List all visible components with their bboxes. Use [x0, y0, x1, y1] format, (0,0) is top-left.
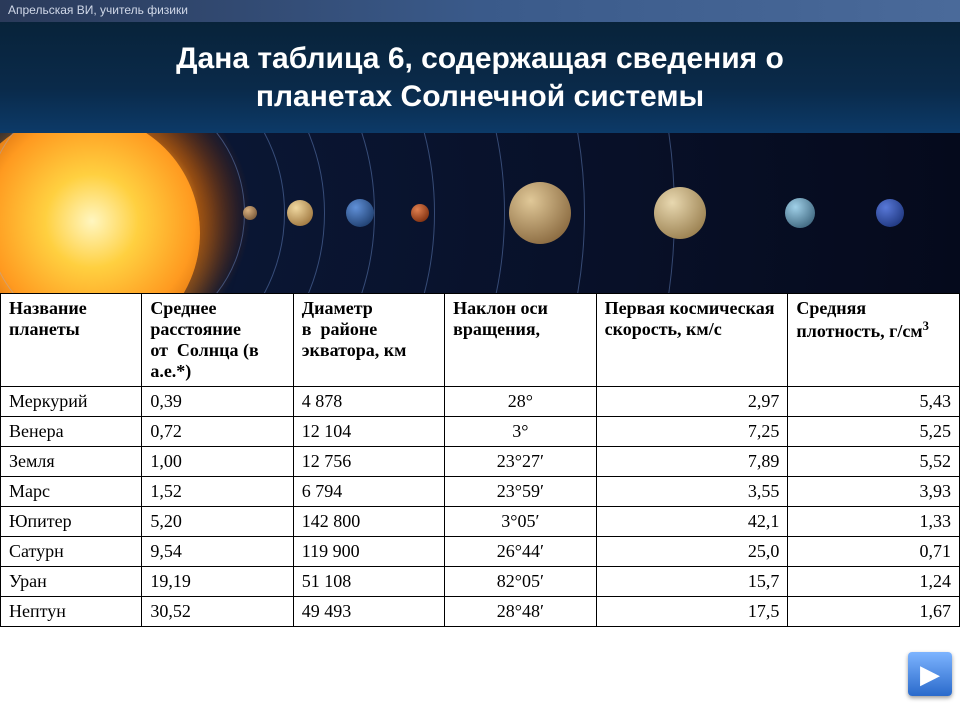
- cell-diam: 49 493: [293, 597, 444, 627]
- cell-esc: 17,5: [596, 597, 788, 627]
- cell-name: Венера: [1, 417, 142, 447]
- cell-tilt: 23°27′: [445, 447, 596, 477]
- cell-esc: 25,0: [596, 537, 788, 567]
- cell-dens: 5,25: [788, 417, 960, 447]
- table-row: Меркурий0,394 87828°2,975,43: [1, 387, 960, 417]
- cell-dens: 1,24: [788, 567, 960, 597]
- next-button[interactable]: ▶: [908, 652, 952, 696]
- planet: [287, 200, 313, 226]
- cell-dens: 5,43: [788, 387, 960, 417]
- cell-diam: 12 756: [293, 447, 444, 477]
- cell-esc: 3,55: [596, 477, 788, 507]
- cell-dist: 30,52: [142, 597, 293, 627]
- cell-diam: 142 800: [293, 507, 444, 537]
- chevron-right-icon: ▶: [920, 659, 940, 690]
- cell-name: Юпитер: [1, 507, 142, 537]
- table-header-row: Название планетыСреднее расстояние от Со…: [1, 294, 960, 387]
- slide-title: Дана таблица 6, содержащая сведения о пл…: [0, 22, 960, 133]
- cell-dist: 0,72: [142, 417, 293, 447]
- orbit-ring: [0, 133, 675, 293]
- cell-name: Нептун: [1, 597, 142, 627]
- column-header-dist: Среднее расстояние от Солнца (в а.е.*): [142, 294, 293, 387]
- cell-dens: 3,93: [788, 477, 960, 507]
- planets-table: Название планетыСреднее расстояние от Со…: [0, 293, 960, 627]
- cell-diam: 4 878: [293, 387, 444, 417]
- table-row: Нептун30,5249 49328°48′17,51,67: [1, 597, 960, 627]
- cell-tilt: 26°44′: [445, 537, 596, 567]
- column-header-dens: Средняя плотность, г/см3: [788, 294, 960, 387]
- cell-esc: 2,97: [596, 387, 788, 417]
- title-line-1: Дана таблица 6, содержащая сведения о: [40, 40, 920, 78]
- table-row: Земля1,0012 75623°27′7,895,52: [1, 447, 960, 477]
- cell-dens: 0,71: [788, 537, 960, 567]
- cell-tilt: 3°05′: [445, 507, 596, 537]
- cell-name: Сатурн: [1, 537, 142, 567]
- column-header-diam: Диаметр в районе экватора, км: [293, 294, 444, 387]
- cell-dist: 9,54: [142, 537, 293, 567]
- table-row: Венера0,7212 1043°7,255,25: [1, 417, 960, 447]
- cell-name: Меркурий: [1, 387, 142, 417]
- planet: [654, 187, 706, 239]
- cell-tilt: 23°59′: [445, 477, 596, 507]
- planet: [411, 204, 429, 222]
- top-bar-text: Апрельская ВИ, учитель физики: [8, 3, 188, 17]
- table-body: Меркурий0,394 87828°2,975,43Венера0,7212…: [1, 387, 960, 627]
- planet: [785, 198, 815, 228]
- cell-tilt: 28°48′: [445, 597, 596, 627]
- cell-esc: 7,25: [596, 417, 788, 447]
- cell-diam: 119 900: [293, 537, 444, 567]
- cell-dist: 1,00: [142, 447, 293, 477]
- column-header-esc: Первая космическая скорость, км/с: [596, 294, 788, 387]
- planet: [243, 206, 257, 220]
- cell-diam: 51 108: [293, 567, 444, 597]
- column-header-name: Название планеты: [1, 294, 142, 387]
- cell-tilt: 28°: [445, 387, 596, 417]
- table-row: Сатурн9,54119 90026°44′25,00,71: [1, 537, 960, 567]
- planet: [346, 199, 374, 227]
- cell-tilt: 3°: [445, 417, 596, 447]
- cell-name: Уран: [1, 567, 142, 597]
- cell-name: Марс: [1, 477, 142, 507]
- top-bar: Апрельская ВИ, учитель физики: [0, 0, 960, 22]
- cell-diam: 6 794: [293, 477, 444, 507]
- cell-dist: 0,39: [142, 387, 293, 417]
- table-row: Уран19,1951 10882°05′15,71,24: [1, 567, 960, 597]
- planet: [509, 182, 571, 244]
- cell-dist: 5,20: [142, 507, 293, 537]
- cell-diam: 12 104: [293, 417, 444, 447]
- cell-dens: 1,33: [788, 507, 960, 537]
- cell-dist: 19,19: [142, 567, 293, 597]
- cell-esc: 42,1: [596, 507, 788, 537]
- cell-dens: 5,52: [788, 447, 960, 477]
- cell-tilt: 82°05′: [445, 567, 596, 597]
- solar-system-image: [0, 133, 960, 293]
- cell-esc: 15,7: [596, 567, 788, 597]
- title-line-2: планетах Солнечной системы: [40, 78, 920, 116]
- planet: [876, 199, 904, 227]
- cell-name: Земля: [1, 447, 142, 477]
- table-row: Марс1,526 79423°59′3,553,93: [1, 477, 960, 507]
- column-header-tilt: Наклон оси вращения,: [445, 294, 596, 387]
- table-row: Юпитер5,20142 8003°05′42,11,33: [1, 507, 960, 537]
- cell-dens: 1,67: [788, 597, 960, 627]
- cell-esc: 7,89: [596, 447, 788, 477]
- cell-dist: 1,52: [142, 477, 293, 507]
